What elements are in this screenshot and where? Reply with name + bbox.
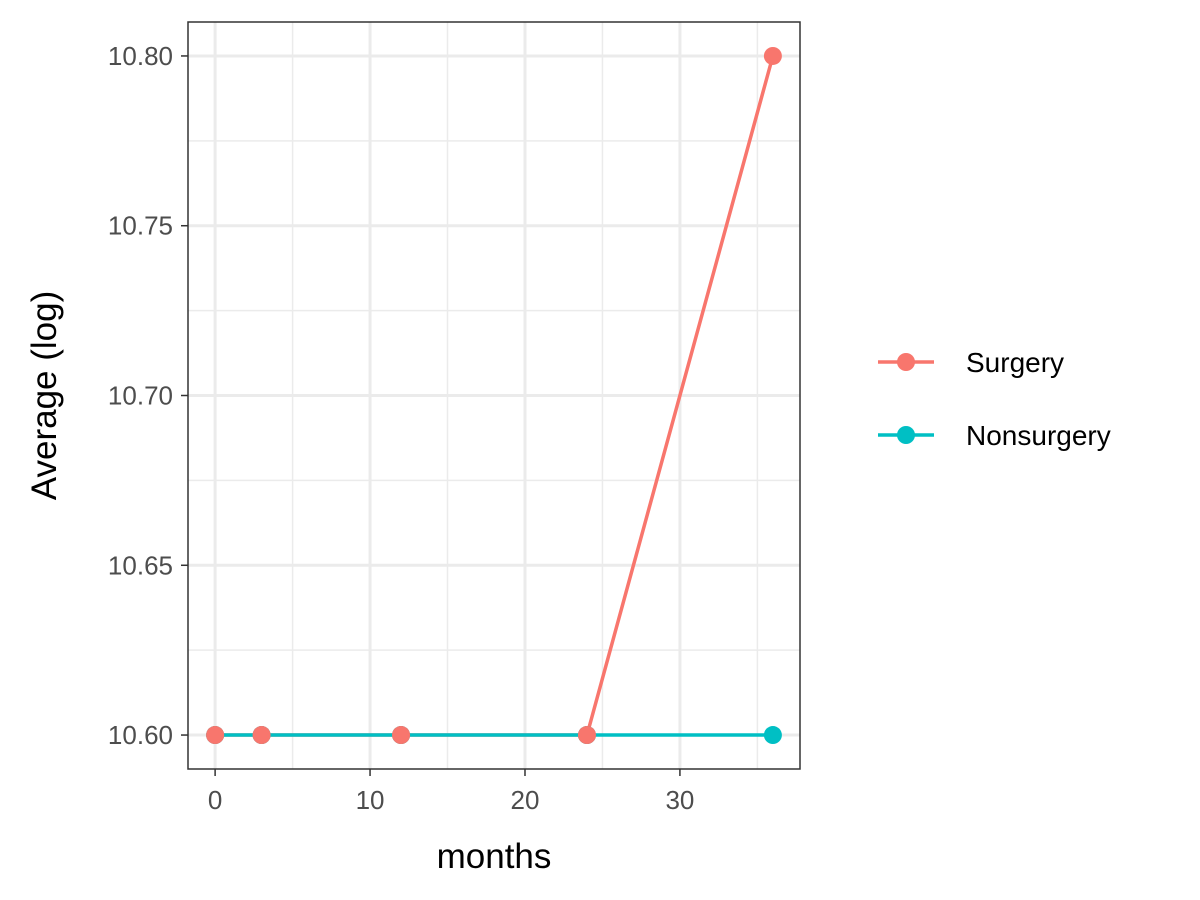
surgery-point-overlay (206, 726, 225, 745)
y-axis-title: Average (log) (25, 291, 64, 500)
series-layer (206, 46, 782, 745)
x-tick-label: 0 (208, 785, 222, 815)
x-tick-label: 20 (511, 785, 540, 815)
surgery-point-overlay (252, 726, 271, 745)
legend-label: Surgery (966, 347, 1064, 378)
y-tick-label: 10.75 (108, 211, 173, 241)
y-tick-label: 10.65 (108, 550, 173, 580)
y-tick-label: 10.60 (108, 720, 173, 750)
surgery-point-overlay (392, 726, 411, 745)
legend-key-point (897, 426, 915, 444)
y-axis: 10.60 10.65 10.70 10.75 10.80 (108, 41, 188, 750)
plot-panel (187, 21, 801, 770)
legend-key-point (897, 353, 915, 371)
legend-item-surgery: Surgery (878, 347, 1064, 378)
x-tick-label: 30 (665, 785, 694, 815)
legend-label: Nonsurgery (966, 420, 1111, 451)
x-axis: 0 10 20 30 (208, 769, 694, 815)
y-tick-label: 10.80 (108, 41, 173, 71)
legend-item-nonsurgery: Nonsurgery (878, 420, 1111, 451)
x-axis-title: months (437, 837, 552, 876)
surgery-point-overlay (577, 726, 596, 745)
nonsurgery-point (763, 726, 782, 745)
surgery-point (763, 46, 782, 65)
legend: Surgery Nonsurgery (878, 347, 1111, 451)
y-tick-label: 10.70 (108, 381, 173, 411)
x-tick-label: 10 (356, 785, 385, 815)
